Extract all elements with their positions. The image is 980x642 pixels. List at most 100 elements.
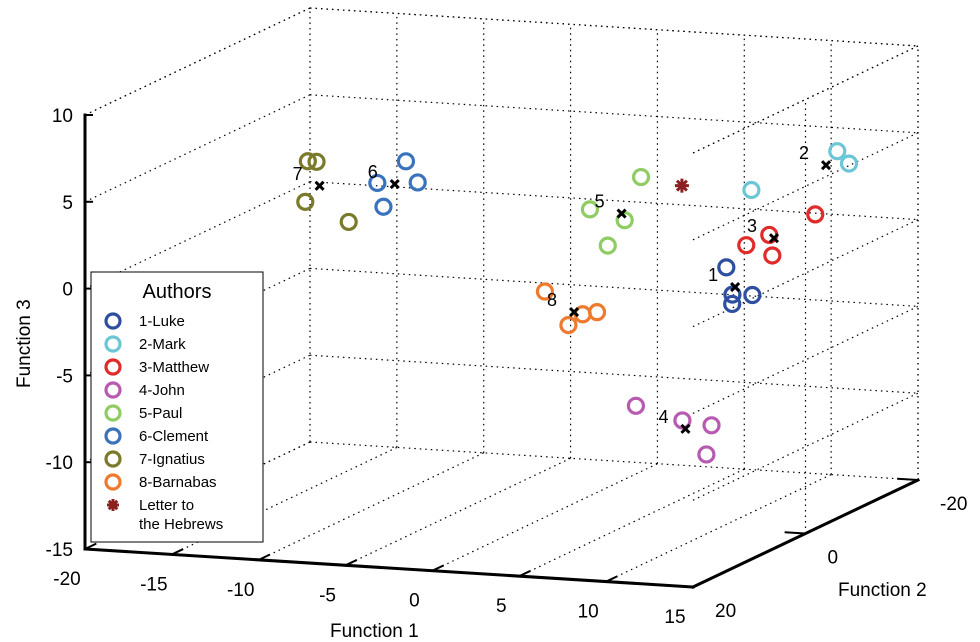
data-point [723,285,742,304]
group-label: 4 [658,407,668,427]
x-tick-label: 5 [496,596,507,617]
legend-label-line2: the Hebrews [139,516,223,533]
data-point [723,294,742,314]
data-point [368,173,387,193]
data-point [702,416,721,435]
y-tick-mark [897,477,919,481]
group-labels: 1 2 3 4 5 6 7 8 [293,143,809,427]
legend-label: 2-Mark [139,336,186,353]
grid-line [692,305,919,414]
data-point [408,173,427,192]
x-tick-mark [605,575,618,583]
z-tick-label: 0 [62,280,73,301]
data-point [307,152,326,171]
group-label: 5 [595,192,605,212]
grid-layer [84,7,919,588]
group-centroid-marker [314,180,325,191]
data-point [598,236,617,255]
legend: Authors 1-Luke 2-Mark 3-Matthew 4-John 5-Pau… [90,271,264,543]
group-centroid-marker [389,178,400,190]
z-tick-label: 5 [62,193,73,214]
y-tick-label: 0 [828,548,839,569]
grid-line [84,7,311,116]
y-tick-mark [672,584,694,588]
legend-circle-icon [104,427,122,445]
group-centroid-marker [680,423,691,434]
x-tick-mark [431,564,445,572]
data-point [626,396,646,415]
z-tick-label: 10 [52,106,73,127]
y-axis-label: Function 2 [838,580,927,601]
legend-title: Authors [143,281,212,303]
data-point [296,192,315,211]
data-point [717,258,736,277]
grid-line [345,457,571,566]
grid-line [605,474,832,583]
legend-circle-icon [104,335,122,353]
data-point [806,205,825,224]
legend-label: 5-Paul [139,405,182,422]
x-tick-label: -10 [227,580,254,601]
grid-line [309,441,919,481]
legend-entry: 5-Paul [104,404,182,422]
grid-line [309,94,919,134]
legend-entry: 8-Barnabas [104,473,217,491]
grid-line [432,463,658,572]
y-tick-mark [784,531,806,535]
group-label: 8 [547,290,557,310]
data-points [296,142,859,464]
grid-line [519,468,745,577]
legend-label: 4-John [139,382,185,399]
legend-label: 6-Clement [139,428,209,445]
group-label: 1 [708,265,718,285]
data-point [535,282,555,301]
legend-label: 8-Barnabas [139,474,217,491]
grid-line [84,94,311,203]
x-tick-mark [258,553,271,561]
legend-circle-icon [104,404,122,422]
legend-star-icon [107,499,119,511]
x-tick-mark [345,559,358,567]
group-label: 2 [799,143,809,163]
x-tick-label: 15 [664,607,685,628]
data-point [839,154,859,173]
x-tick-label: -5 [319,585,336,606]
legend-entry: 7-Ignatius [104,450,205,468]
legend-label: 1-Luke [139,313,185,330]
legend-entry: 6-Clement [104,427,209,445]
group-centroid-marker [616,208,627,219]
group-label: 7 [293,164,303,184]
data-point [737,236,756,255]
legend-entry: Letter to the Hebrews [107,497,223,533]
data-point [580,200,600,219]
legend-entry: 2-Mark [104,335,186,353]
legend-entry: 3-Matthew [104,358,209,376]
x-axis-line [83,547,695,589]
data-point [615,211,634,230]
y-tick-label: -20 [940,494,967,515]
x-tick-label: -20 [53,569,80,590]
x-axis-label: Function 1 [330,621,419,642]
legend-circle-icon [104,381,122,399]
x-tick-label: 10 [578,602,599,623]
legend-circle-icon [104,473,122,491]
x-tick-mark [518,569,531,578]
x-tick-mark [171,548,184,556]
data-point [587,303,607,322]
hebrews-point [674,178,689,193]
grid-line [258,452,484,561]
grid-line [309,354,919,394]
legend-entry: 4-John [104,381,185,399]
group-centroid-marker [820,160,832,171]
legend-items: 1-Luke 2-Mark 3-Matthew 4-John 5-Paul 6-Cleme… [104,312,223,533]
legend-label: Letter to [139,497,194,514]
group-label: 6 [368,162,378,182]
x-tick-mark [692,580,705,588]
x-tick-label: 0 [409,591,420,612]
legend-label: 7-Ignatius [139,451,205,468]
legend-circle-icon [104,312,122,330]
z-tick-label: -15 [46,540,73,561]
y-tick-label: 20 [715,601,736,622]
